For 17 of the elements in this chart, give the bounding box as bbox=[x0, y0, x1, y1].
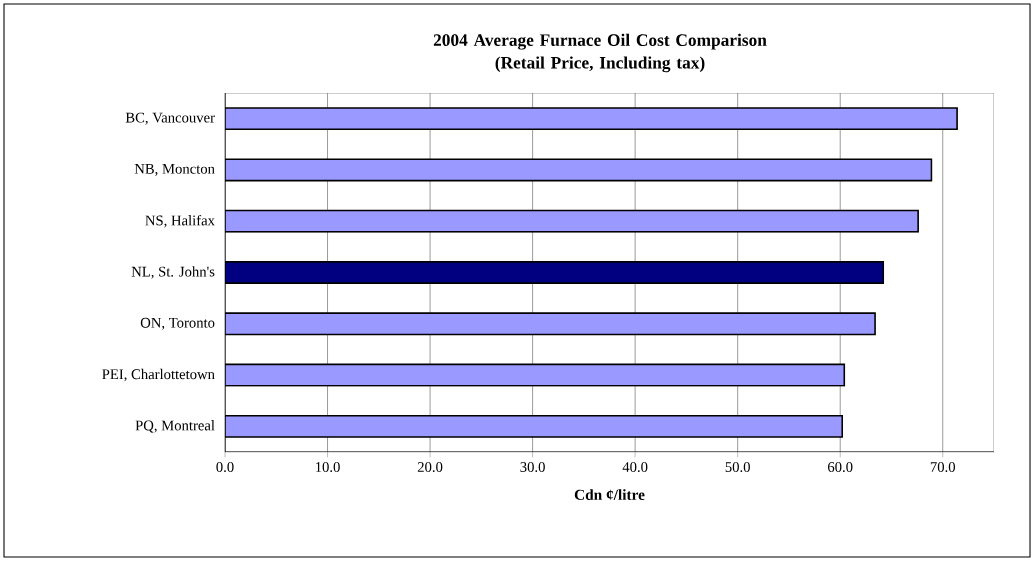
x-tick-label: 30.0 bbox=[520, 462, 545, 473]
y-tick-label: ON, Toronto bbox=[140, 317, 215, 330]
x-tick-label: 40.0 bbox=[622, 462, 648, 473]
y-tick-label: NL, St. John's bbox=[131, 266, 215, 279]
y-tick-label: NS, Halifax bbox=[145, 214, 215, 228]
x-axis-title: Cdn ¢/litre bbox=[574, 489, 645, 500]
x-tick-label: 50.0 bbox=[725, 462, 750, 473]
x-tick-label: 10.0 bbox=[316, 462, 340, 473]
x-tick-label: 70.0 bbox=[930, 462, 956, 473]
y-tick-label: NB, Moncton bbox=[134, 164, 215, 176]
y-tick-label: PQ, Montreal bbox=[135, 420, 215, 433]
y-tick-label: BC, Vancouver bbox=[125, 112, 215, 125]
y-tick-label: PEI, Charlottetown bbox=[102, 368, 215, 382]
x-tick-label: 60.0 bbox=[828, 462, 853, 473]
x-tick-label: 0.0 bbox=[216, 462, 234, 473]
chart-title: 2004 Average Furnace Oil Cost Comparison (Retail Price, Including tax) bbox=[433, 33, 767, 73]
x-tick-label: 20.0 bbox=[417, 462, 443, 473]
